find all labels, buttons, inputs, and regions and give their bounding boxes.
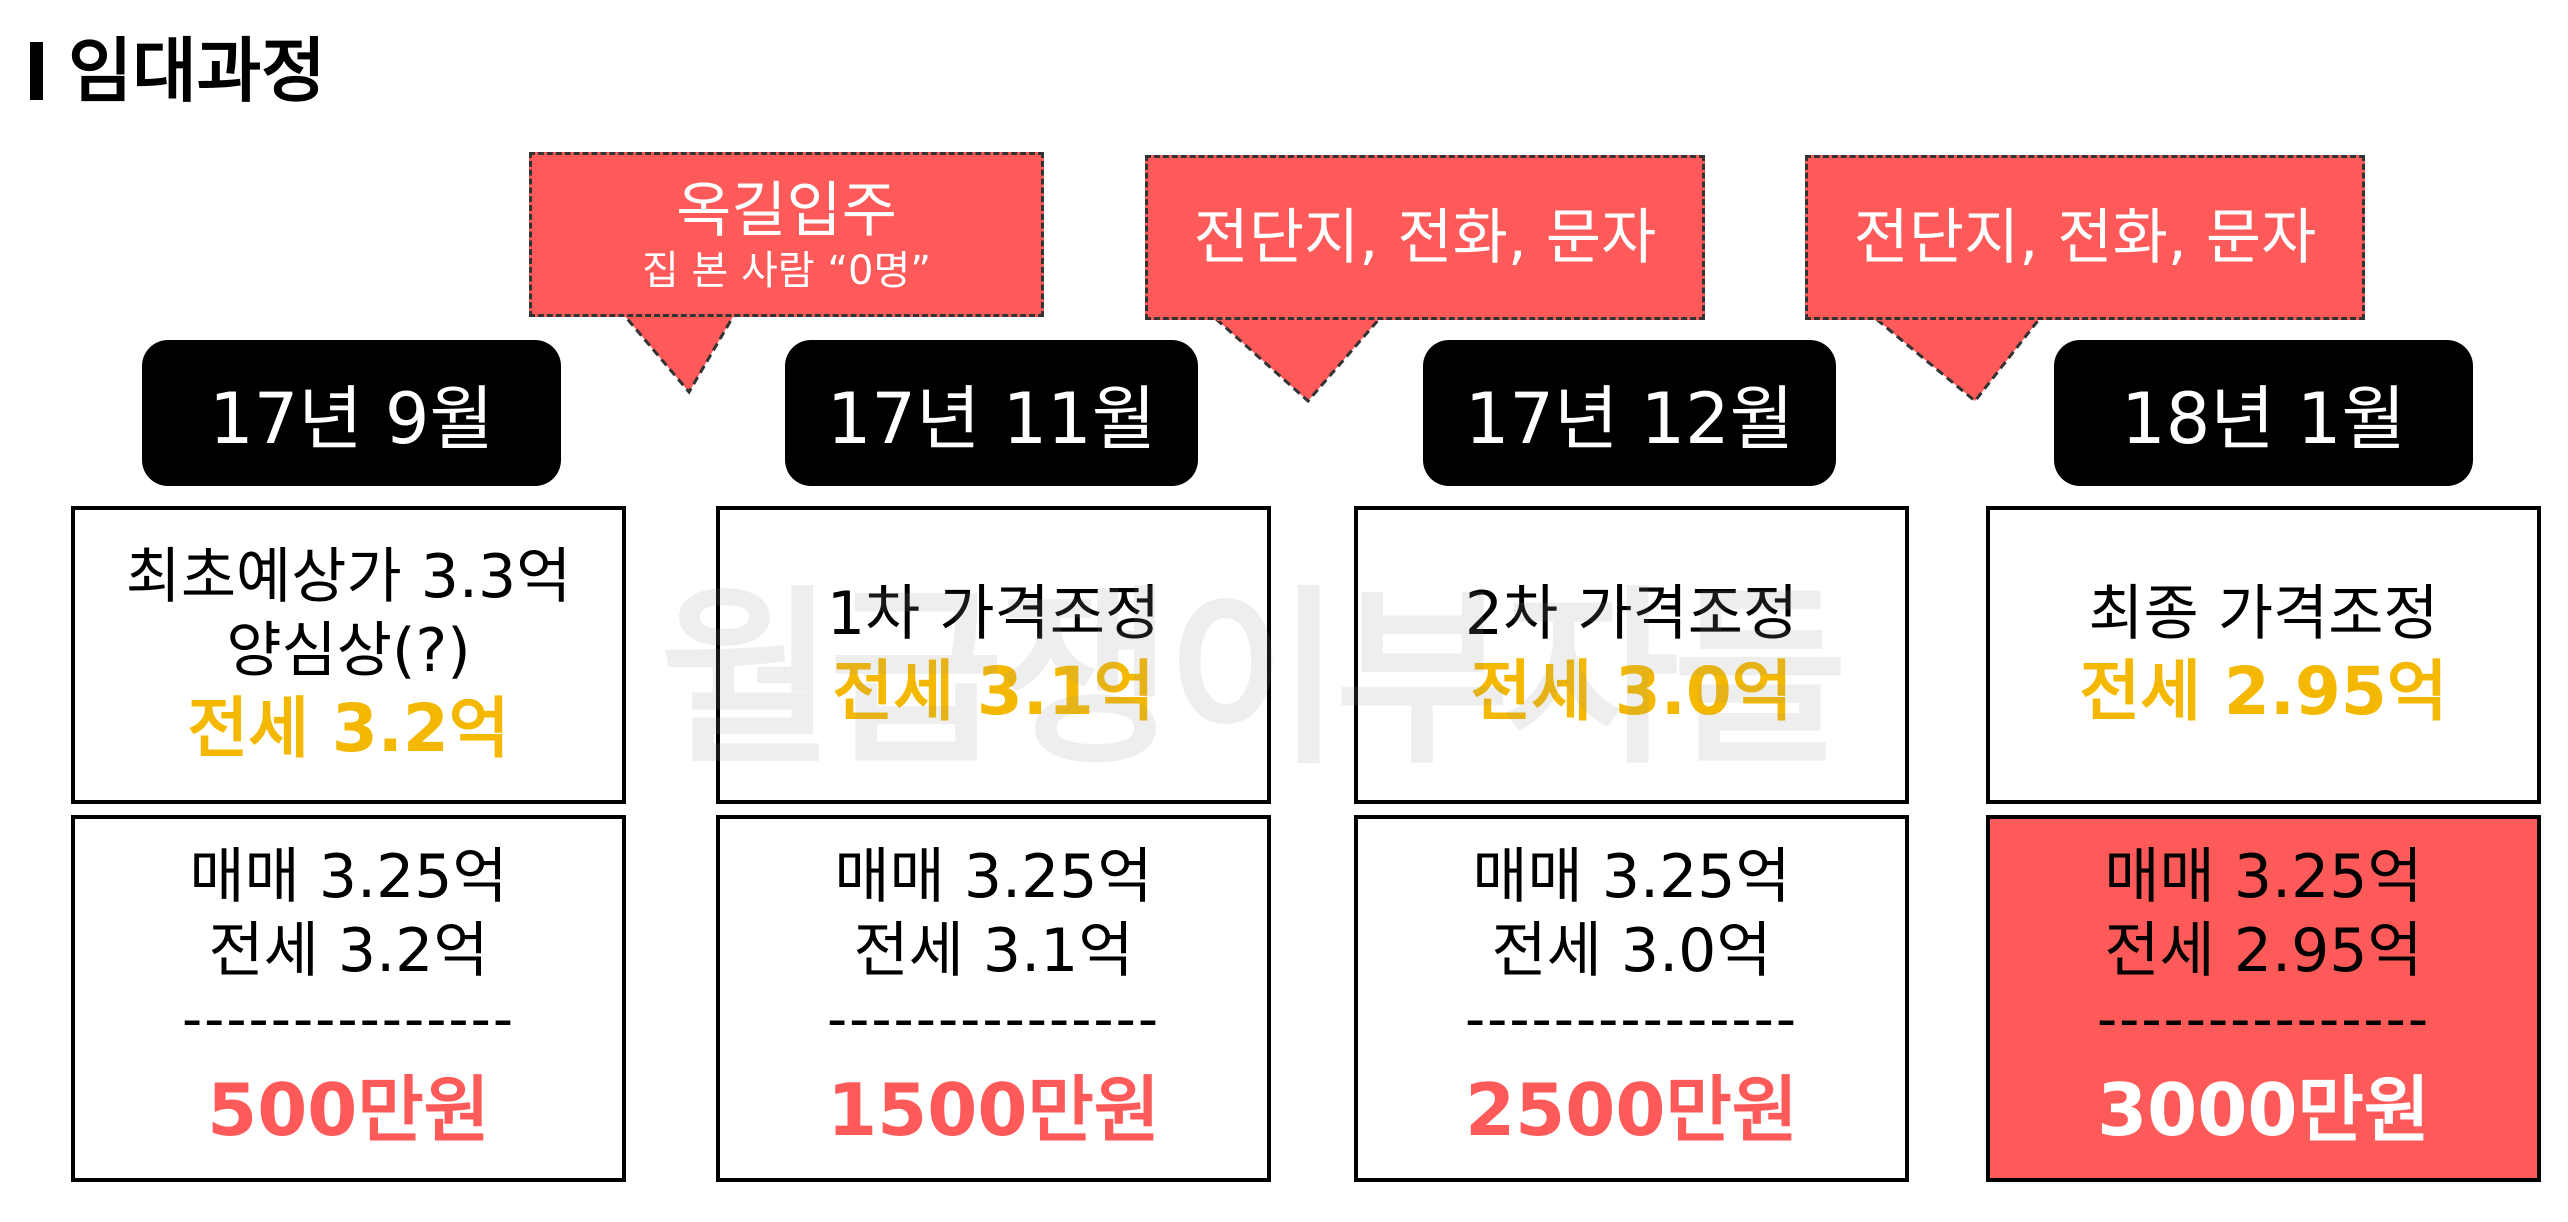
gap-calc-box: 매매 3.25억 전세 3.2억 --------------- 500만원 [71,815,626,1182]
price-plan-box: 1차 가격조정 전세 3.1억 [716,506,1271,804]
plan-line: 최초예상가 3.3억 [125,542,572,612]
plan-line: 양심상(?) [226,616,471,686]
gap-amount: 500만원 [207,1067,490,1152]
gap-calc-box: 매매 3.25억 전세 3.0억 --------------- 2500만원 [1354,815,1909,1182]
divider: --------------- [826,986,1161,1052]
lease-price-highlight: 전세 3.2억 [187,690,510,767]
plan-line: 2차 가격조정 [1464,579,1799,649]
date-label: 17년 9월 [142,340,561,486]
callout-main-text: 전단지, 전화, 문자 [1853,202,2317,273]
callout-main-text: 전단지, 전화, 문자 [1193,202,1657,273]
lease-price: 전세 2.95억 [2104,915,2423,986]
sale-price: 매매 3.25억 [189,841,508,912]
sale-price: 매매 3.25억 [2104,841,2423,912]
title-bar-marker [30,42,43,100]
lease-price: 전세 3.2억 [208,915,489,986]
lease-price: 전세 3.1억 [853,915,1134,986]
lease-price-highlight: 전세 3.0억 [1470,653,1793,730]
plan-line: 최종 가격조정 [2088,579,2439,649]
divider: --------------- [2096,986,2431,1052]
price-plan-box: 2차 가격조정 전세 3.0억 [1354,506,1909,804]
callout-main-text: 옥길입주 [676,175,897,246]
lease-price-highlight: 전세 2.95억 [2079,653,2448,730]
plan-line: 1차 가격조정 [826,579,1161,649]
price-plan-box: 최초예상가 3.3억 양심상(?) 전세 3.2억 [71,506,626,804]
lease-price-highlight: 전세 3.1억 [832,653,1155,730]
gap-amount: 1500만원 [827,1067,1160,1152]
price-plan-box: 최종 가격조정 전세 2.95억 [1986,506,2541,804]
date-label: 17년 12월 [1423,340,1836,486]
callout-marketing-2: 전단지, 전화, 문자 [1805,155,2365,404]
sale-price: 매매 3.25억 [834,841,1153,912]
sale-price: 매매 3.25억 [1472,841,1791,912]
page-title: 임대과정 [68,30,326,112]
gap-amount: 3000만원 [2097,1067,2430,1152]
gap-calc-box-highlighted: 매매 3.25억 전세 2.95억 --------------- 3000만원 [1986,815,2541,1182]
lease-price: 전세 3.0억 [1491,915,1772,986]
callout-sub-text: 집 본 사람 “0명” [641,247,932,294]
callout-move-in: 옥길입주 집 본 사람 “0명” [529,152,1044,395]
date-label: 17년 11월 [785,340,1198,486]
date-label: 18년 1월 [2054,340,2473,486]
callout-marketing-1: 전단지, 전화, 문자 [1145,155,1705,404]
gap-calc-box: 매매 3.25억 전세 3.1억 --------------- 1500만원 [716,815,1271,1182]
divider: --------------- [1464,986,1799,1052]
gap-amount: 2500만원 [1465,1067,1798,1152]
divider: --------------- [181,986,516,1052]
